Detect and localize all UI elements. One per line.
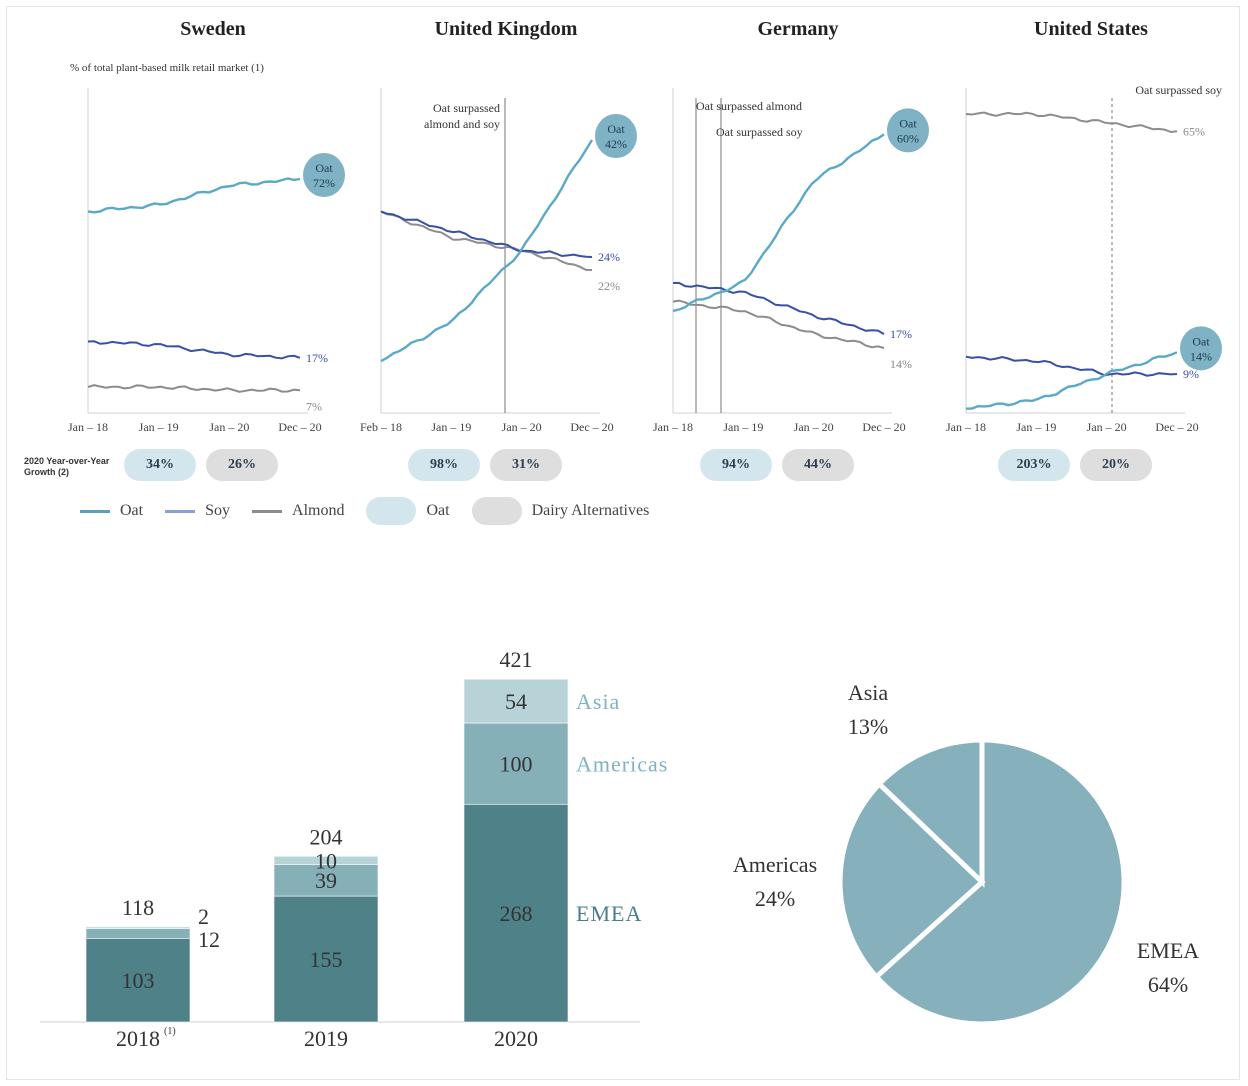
growth-pill-oat-germany: 94%: [700, 449, 772, 481]
end-label-soy: 17%: [890, 327, 912, 341]
legend-item-soy-line: Soy: [165, 502, 230, 520]
series-line-almond: [672, 299, 885, 349]
oat-bubble: [303, 153, 345, 197]
x-tick-label: Jan – 19: [139, 420, 179, 434]
end-label-soy: 24%: [598, 250, 620, 264]
annotation-text: Oat surpassed soy: [1135, 83, 1222, 97]
end-label-almond: 22%: [598, 279, 620, 293]
oat-bubble-label: Oat: [315, 161, 333, 175]
figure-frame: [6, 6, 1240, 1080]
legend-label-almond: Almond: [292, 502, 345, 519]
series-line-oat: [380, 139, 594, 363]
panel-title-us: United States: [1034, 18, 1148, 40]
legend-swatch-oat-growth: [366, 497, 417, 525]
series-line-soy: [380, 210, 593, 258]
annotation-text: Oat surpassed almond: [696, 99, 802, 113]
x-tick-label: Jan – 18: [946, 420, 986, 434]
growth-pill-dairy-germany: 44%: [782, 449, 854, 481]
end-label-almond: 7%: [306, 399, 322, 413]
oat-bubble-value: 60%: [897, 131, 919, 145]
legend-swatch-dairy-growth: [471, 497, 522, 525]
legend-item-almond-line: Almond: [252, 502, 344, 520]
x-tick-label: Jan – 19: [1016, 420, 1056, 434]
x-tick-label: Jan – 20: [209, 420, 249, 434]
legend-swatch-soy: [165, 509, 196, 513]
growth-pill-dairy-sweden: 26%: [206, 449, 278, 481]
oat-bubble: [887, 108, 929, 153]
series-line-soy: [672, 281, 885, 335]
x-tick-label: Jan – 20: [794, 420, 834, 434]
series-line-soy: [965, 355, 1178, 377]
line-panel-germany: Oat surpassed almond Oat surpassed soy Oat…: [653, 88, 929, 434]
x-tick-label: Feb – 18: [360, 420, 402, 434]
legend-label-oat: Oat: [120, 502, 144, 519]
x-tick-label: Jan – 20: [502, 420, 542, 434]
legend-item-dairy-growth: Dairy Alternatives: [471, 497, 650, 525]
series-line-almond: [965, 111, 1178, 134]
legend-item-oat-growth: Oat: [366, 497, 450, 525]
end-label-almond: 65%: [1183, 124, 1205, 138]
end-label-soy: 17%: [306, 351, 328, 365]
series-line-oat: [672, 133, 885, 313]
legend-label-soy: Soy: [205, 502, 231, 519]
x-tick-label: Dec – 20: [1155, 420, 1198, 434]
panel-title-germany: Germany: [757, 18, 839, 40]
x-tick-label: Jan – 18: [653, 420, 693, 434]
oat-bubble-value: 14%: [1190, 349, 1212, 363]
legend-label-oat-growth: Oat: [426, 502, 450, 519]
x-tick-label: Jan – 20: [1087, 420, 1127, 434]
panel-title-sweden: Sweden: [180, 18, 246, 40]
annotation-text: almond and soy: [424, 117, 500, 131]
growth-pill-oat-sweden: 34%: [124, 449, 196, 481]
series-line-oat: [965, 351, 1178, 410]
x-tick-label: Dec – 20: [862, 420, 905, 434]
line-charts: % of total plant-based milk retail marke…: [68, 62, 1222, 434]
x-tick-label: Dec – 20: [570, 420, 613, 434]
annotation-text: Oat surpassed: [433, 101, 500, 115]
growth-pill-dairy-us: 20%: [1080, 449, 1152, 481]
oat-bubble: [1180, 326, 1222, 371]
legend: Oat Soy Almond Oat Dairy Alternatives: [80, 496, 671, 526]
oat-bubble-label: Oat: [899, 116, 917, 130]
x-tick-label: Jan – 19: [431, 420, 471, 434]
line-panel-sweden: % of total plant-based milk retail marke…: [68, 62, 345, 434]
growth-pill-oat-uk: 98%: [408, 449, 480, 481]
panel-title-uk: United Kingdom: [434, 18, 578, 40]
growth-pill-oat-us: 203%: [998, 449, 1070, 481]
legend-swatch-almond: [252, 509, 283, 513]
oat-bubble-label: Oat: [607, 122, 625, 136]
legend-item-oat-line: Oat: [80, 502, 143, 520]
x-tick-label: Jan – 19: [723, 420, 763, 434]
oat-bubble-value: 42%: [605, 137, 627, 151]
oat-bubble-label: Oat: [1192, 334, 1210, 348]
legend-swatch-oat: [80, 509, 110, 513]
annotation-text: Oat surpassed soy: [716, 125, 803, 139]
series-line-oat: [87, 177, 301, 214]
panel-subtitle: % of total plant-based milk retail marke…: [70, 62, 264, 74]
series-line-soy: [87, 340, 301, 360]
end-label-almond: 14%: [890, 357, 912, 371]
series-line-almond: [380, 210, 593, 271]
x-tick-label: Jan – 18: [68, 420, 108, 434]
growth-pill-dairy-uk: 31%: [490, 449, 562, 481]
x-tick-label: Dec – 20: [278, 420, 321, 434]
series-line-almond: [87, 384, 301, 393]
oat-bubble-value: 72%: [313, 176, 335, 190]
end-label-soy: 9%: [1183, 367, 1199, 381]
oat-bubble: [595, 114, 637, 158]
legend-label-dairy-growth: Dairy Alternatives: [531, 502, 650, 519]
growth-row-label: 2020 Year-over-Year Growth (2): [24, 456, 110, 477]
